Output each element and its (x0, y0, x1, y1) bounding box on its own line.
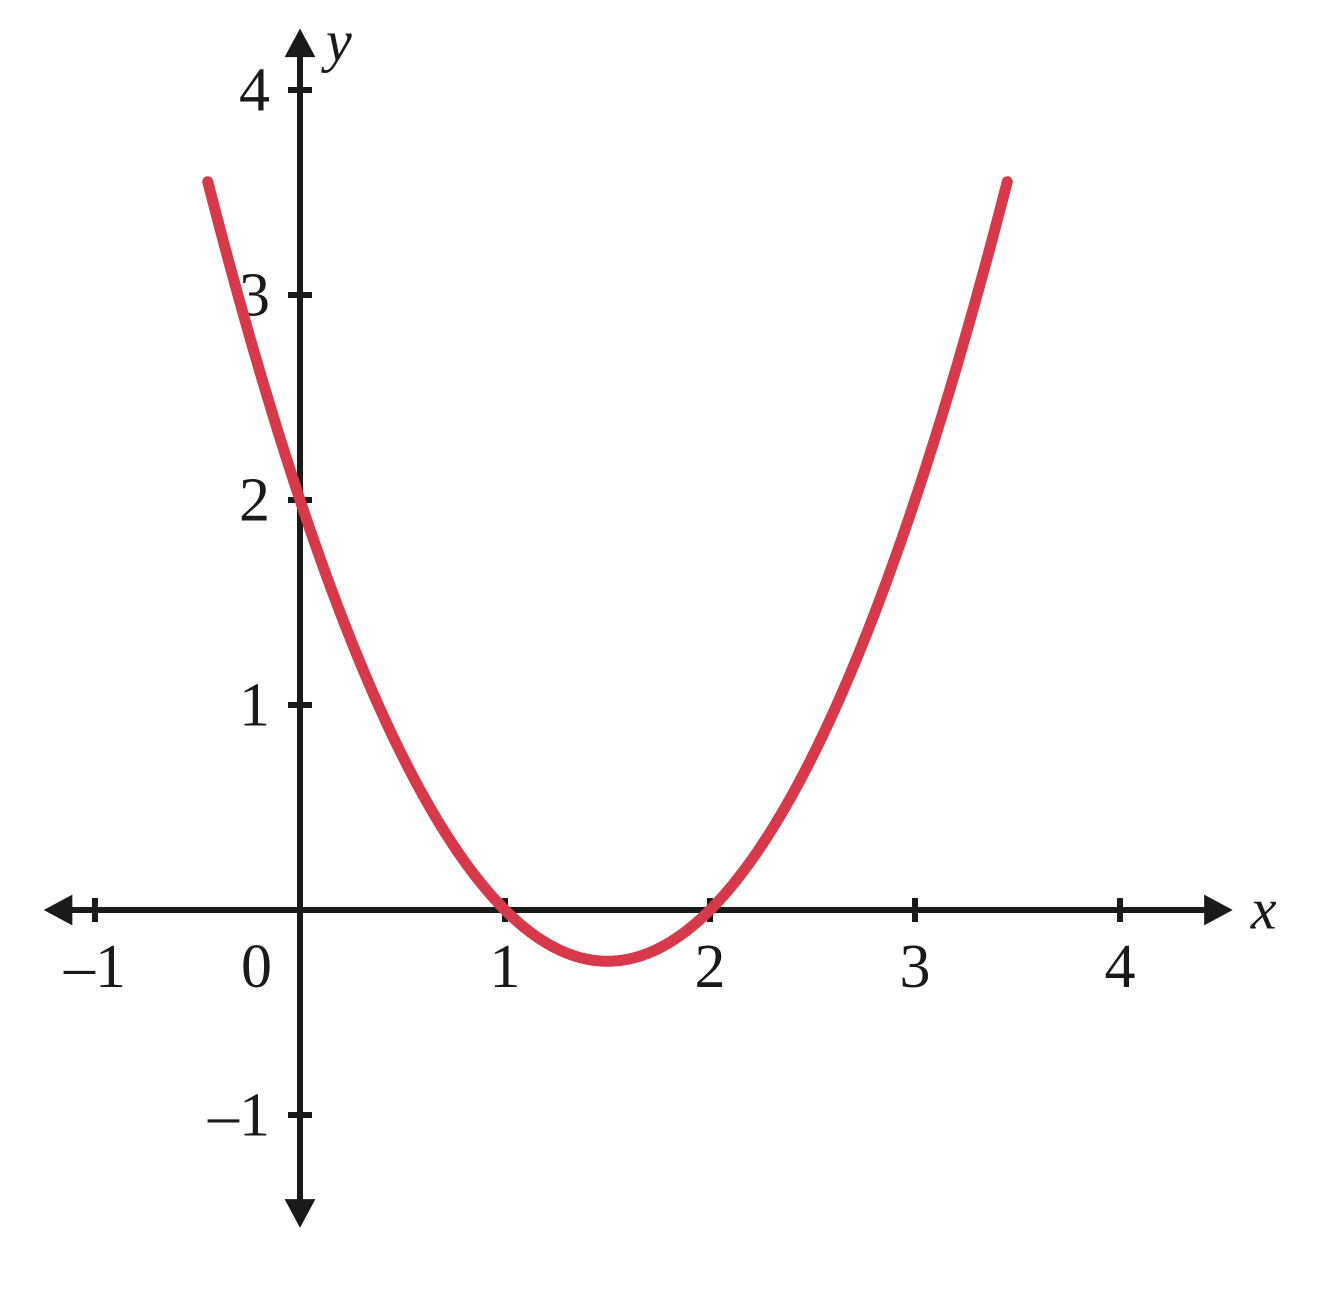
axis-arrowhead (285, 29, 316, 58)
x-axis-label: x (1250, 877, 1277, 942)
series-parabola (208, 182, 1008, 961)
x-tick-label: 3 (900, 933, 931, 1001)
y-tick-label: 4 (239, 56, 270, 124)
x-tick-label: 1 (490, 933, 521, 1001)
origin-label: 0 (241, 933, 272, 1001)
x-tick-label: 4 (1105, 933, 1136, 1001)
axis-arrowhead (44, 895, 73, 926)
x-tick-label: 2 (695, 933, 726, 1001)
axis-arrowhead (285, 1199, 316, 1228)
axis-arrowhead (1204, 895, 1233, 926)
x-tick-label: –1 (63, 933, 126, 1001)
chart-svg: –112340–11234xy (0, 0, 1327, 1312)
y-tick-label: 1 (239, 671, 270, 739)
y-axis-label: y (321, 8, 352, 73)
y-tick-label: 2 (239, 466, 270, 534)
y-tick-label: –1 (207, 1081, 270, 1149)
parabola-chart: –112340–11234xy (0, 0, 1327, 1312)
